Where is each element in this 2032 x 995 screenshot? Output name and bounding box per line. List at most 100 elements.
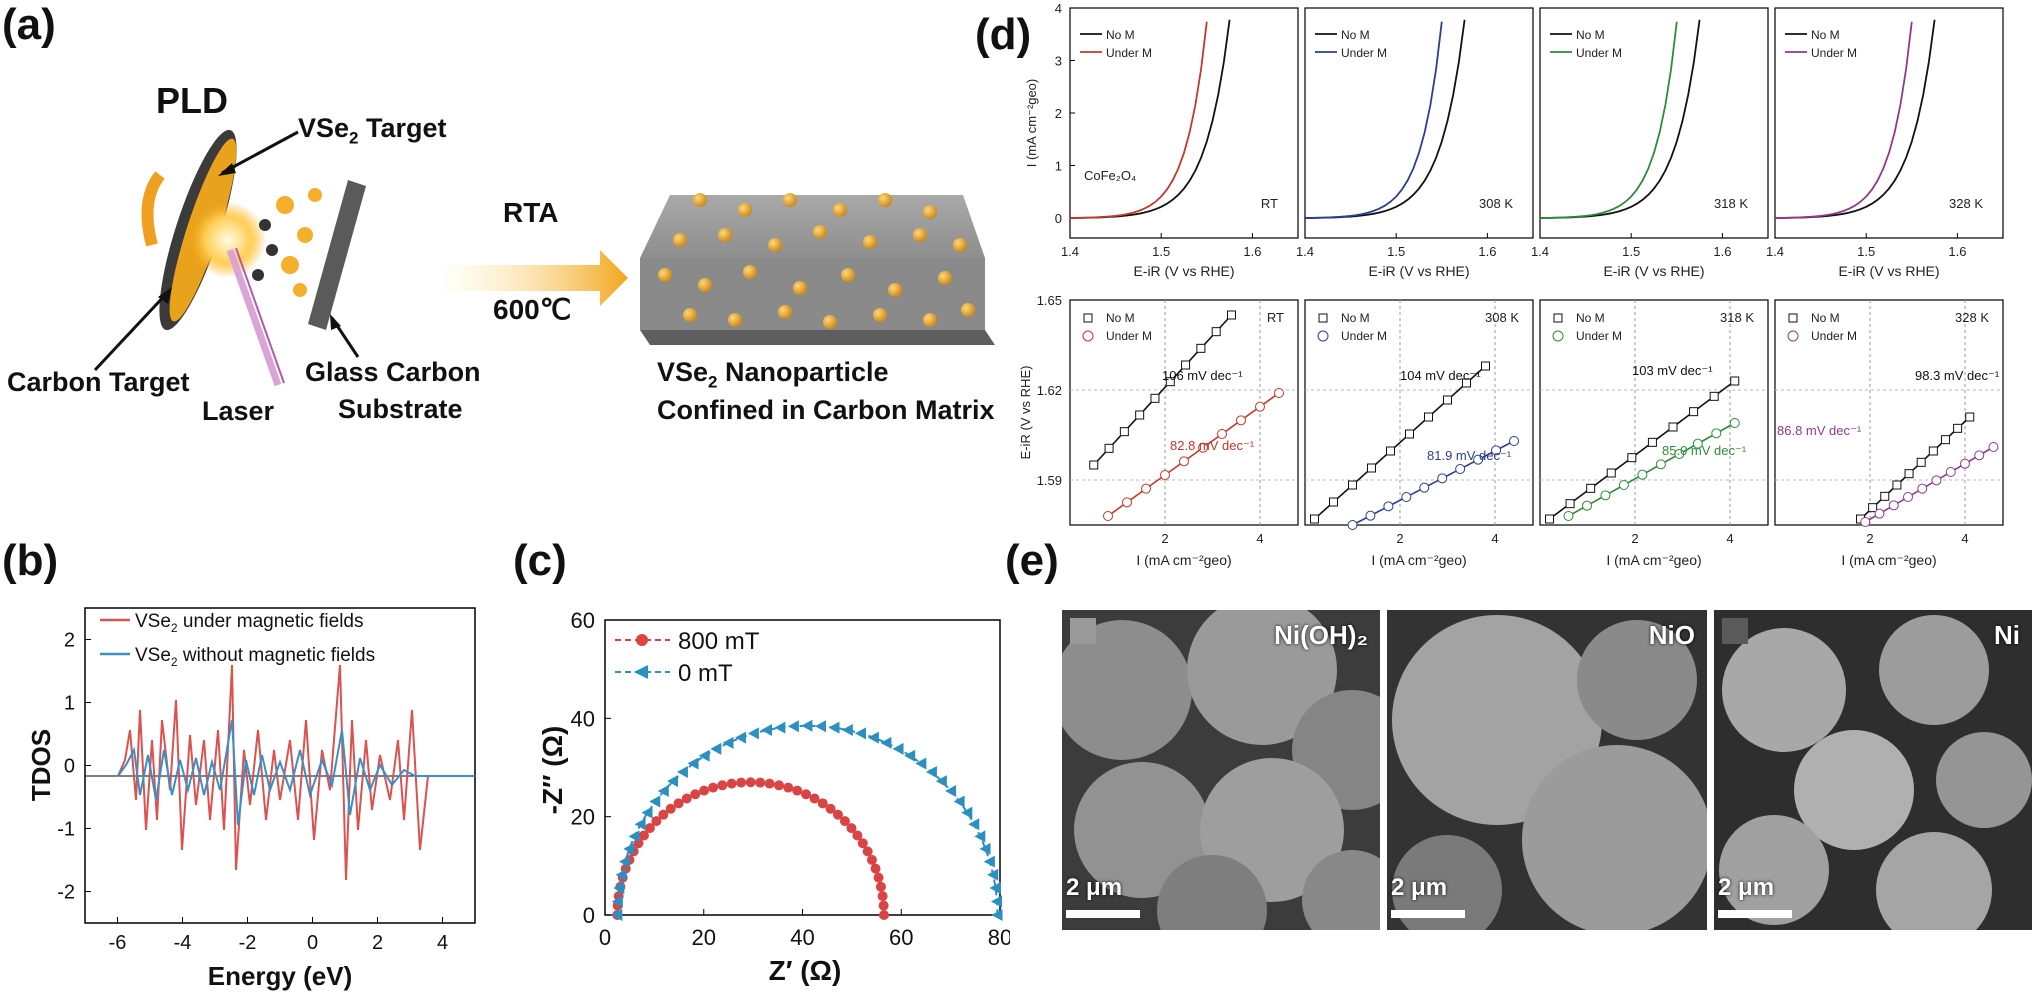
under-m-curve (1304, 21, 1443, 219)
nyquist-point (839, 816, 850, 827)
tafel-point (1367, 463, 1376, 473)
tafel-point (1198, 442, 1208, 453)
substrate-plate-icon (308, 180, 366, 330)
tafel-point (1236, 415, 1246, 426)
sem-tile-nio: NiO 2 μm (1387, 610, 1707, 930)
nanoparticles-icon (658, 193, 975, 329)
tafel-point (1104, 443, 1114, 453)
legend-no-m: No M (1341, 28, 1370, 42)
nyquist-point (968, 818, 980, 831)
temperature-label: 600℃ (493, 294, 572, 325)
tdos-legend-without: VSe2 without magnetic fields (135, 645, 375, 669)
under-m-curve (1774, 21, 1913, 219)
nyquist-point (698, 749, 710, 762)
tafel-point (1586, 483, 1596, 493)
pld-schematic (93, 129, 995, 387)
nyquist-point (878, 900, 889, 911)
polarization-x-label: E-iR (V vs RHE) (1603, 263, 1704, 279)
nyquist-point (745, 777, 756, 788)
polarization-y-tick-label: 0 (1055, 211, 1062, 226)
temperature-label: RT (1267, 310, 1284, 325)
nyquist-point (665, 803, 676, 814)
tafel-point (1874, 508, 1885, 519)
tafel-point (1637, 469, 1648, 480)
panel-a-label: (a) (2, 0, 56, 49)
tafel-x-label: I (mA cm⁻²geo) (1371, 552, 1466, 568)
nyquist-point (870, 863, 881, 874)
tafel-point (1103, 511, 1113, 521)
legend-square-icon (1318, 313, 1328, 323)
nyquist-x-tick-label: 0 (599, 925, 611, 950)
nyquist-point (892, 742, 904, 755)
tafel-point (1928, 446, 1938, 456)
nyquist-point (658, 809, 669, 820)
nyquist-point (852, 830, 863, 841)
tafel-point (1443, 395, 1452, 405)
nyquist-point (623, 842, 635, 855)
sem-scale-nio: 2 μm (1391, 874, 1448, 901)
tdos-x-tick-label: 4 (437, 932, 448, 954)
nyquist-point (814, 720, 826, 733)
legend-under-m: Under M (1576, 329, 1622, 343)
polarization-x-tick-label: 1.5 (1857, 244, 1875, 259)
polarization-plot-frame (1069, 7, 1299, 239)
polarization-x-tick-label: 1.4 (1296, 244, 1314, 259)
tafel-point (1868, 503, 1878, 513)
legend-no-m: No M (1811, 28, 1840, 42)
tdos-x-tick-label: 0 (307, 932, 318, 954)
nyquist-point (687, 757, 699, 770)
polarization-x-tick-label: 1.6 (1713, 244, 1731, 259)
nyquist-point (873, 872, 884, 883)
tafel-x-tick-label: 4 (1256, 531, 1263, 546)
laser-beam-icon (226, 248, 282, 387)
tdos-x-tick-label: -2 (239, 932, 257, 954)
tafel-point (1888, 500, 1899, 511)
tafel-point (1255, 401, 1265, 412)
polarization-x-label: E-iR (V vs RHE) (1368, 263, 1469, 279)
polarization-plot-frame (1774, 7, 2004, 239)
sem-scale-ni: 2 μm (1718, 874, 1775, 901)
sem-texture-icon (1387, 610, 1707, 930)
slope-label-no-m: 104 mV dec⁻¹ (1400, 368, 1481, 383)
tafel-point (1600, 490, 1611, 501)
nanoparticle-label-1: VSe2 Nanoparticle (657, 357, 889, 392)
nyquist-point (699, 785, 710, 796)
nyquist-point (657, 785, 669, 798)
tdos-under-field-series (117, 664, 475, 881)
tafel-point (1931, 475, 1942, 486)
nyquist-point (935, 775, 947, 788)
tafel-point (1405, 429, 1414, 439)
under-m-curve (1069, 21, 1208, 219)
sem-texture-icon (1062, 610, 1380, 930)
tafel-point (1565, 499, 1575, 509)
nyquist-y-tick-label: 20 (571, 805, 595, 830)
legend-under-m: Under M (1341, 46, 1387, 60)
tafel-point (1904, 469, 1914, 479)
scale-bar-icon (1718, 910, 1792, 918)
tafel-plot-frame (1774, 299, 2004, 526)
tafel-fit-line (1568, 422, 1736, 517)
tafel-fit-line (1549, 380, 1736, 520)
nyquist-point (792, 785, 803, 796)
nyquist-point (611, 909, 623, 921)
tafel-point (1988, 442, 1999, 452)
nyquist-point (726, 778, 737, 789)
tafel-point (1310, 514, 1319, 524)
polarization-x-tick-label: 1.5 (1387, 244, 1405, 259)
nyquist-x-tick-label: 80 (988, 925, 1010, 950)
tafel-x-tick-label: 2 (1161, 531, 1168, 546)
panel-b-label: (b) (2, 536, 59, 585)
nyquist-point (854, 727, 866, 740)
polarization-x-tick-label: 1.5 (1152, 244, 1170, 259)
tafel-point (1419, 482, 1430, 493)
vse2-target-label: VSe2 Target (298, 113, 447, 148)
nyquist-point (735, 731, 747, 744)
tafel-x-tick-label: 4 (1491, 531, 1498, 546)
legend-circle-icon (1787, 330, 1799, 342)
nyquist-point (817, 798, 828, 809)
tdos-x-tick-label: -6 (109, 932, 127, 954)
nyquist-point (773, 780, 784, 791)
nyquist-point (915, 757, 927, 770)
tafel-point (1509, 436, 1519, 446)
nyquist-x-tick-label: 20 (692, 925, 716, 950)
